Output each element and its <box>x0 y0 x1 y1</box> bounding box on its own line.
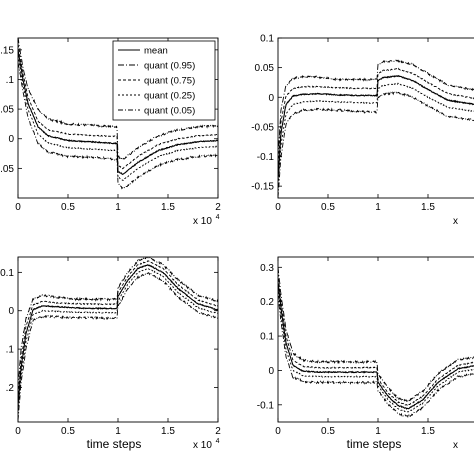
panel-bottom-left: 0 0.5 1 1.5 2 .2 .1 0 0.1 x 10 4 time steps <box>0 256 221 451</box>
y-tick-label: 0.1 <box>260 332 274 343</box>
y-tick-label: 0 <box>268 366 274 377</box>
y-tick-label: .05 <box>0 105 14 116</box>
x-tick-label: 1 <box>375 202 381 213</box>
x-tick-label: 1 <box>115 202 121 213</box>
x-multiplier-label: x <box>453 440 458 451</box>
x-multiplier-label: x 10 <box>193 216 212 227</box>
series-line-quant-0-95- <box>278 58 474 158</box>
x-tick-label: 0 <box>275 426 281 437</box>
x-tick-label: 1.5 <box>421 426 435 437</box>
panel-bottom-right: 0 0.5 1 1.5 -0.1 0 0.1 0.2 0.3 x time steps <box>257 256 474 451</box>
legend-entry: quant (0.95) <box>144 61 195 72</box>
series-line-mean <box>278 281 474 410</box>
series-group <box>18 38 218 190</box>
series-line-quant-0-75- <box>278 273 474 407</box>
x-tick-label: 2 <box>215 426 221 437</box>
y-tick-label: -0.1 <box>257 152 275 163</box>
legend-entry: mean <box>144 46 168 57</box>
series-line-quant-0-25- <box>18 268 218 415</box>
series-group <box>278 58 474 198</box>
legend-entry: quant (0.75) <box>144 76 195 87</box>
series-line-quant-0-95- <box>18 257 218 388</box>
y-tick-label: 0.1 <box>260 34 274 45</box>
x-tick-label: 2 <box>215 202 221 213</box>
x-tick-label: 1 <box>115 426 121 437</box>
series-line-quant-0-75- <box>18 260 218 399</box>
panel-top-right: 0 0.5 1 1.5 -0.15 -0.1 -0.05 0 0.05 0.1 x <box>251 34 474 227</box>
x-tick-label: 0 <box>275 202 281 213</box>
series-group <box>18 257 218 421</box>
y-tick-label: 0 <box>8 134 14 145</box>
axes-frame <box>277 37 474 199</box>
y-tick-label: .1 <box>6 75 15 86</box>
series-line-mean <box>278 75 474 181</box>
x-multiplier-label: x <box>453 216 458 227</box>
y-tick-label: .1 <box>6 345 15 356</box>
panel-top-left: 0 0.5 1 1.5 2 .05 0 .05 .1 .15 x 10 4 mean quant (0.9… <box>0 37 221 227</box>
y-tick-label: 0.2 <box>260 297 274 308</box>
y-tick-label: -0.1 <box>257 400 275 411</box>
y-tick-label: -0.15 <box>251 182 274 193</box>
y-tick-label: -0.05 <box>251 122 274 133</box>
y-tick-label: 0.1 <box>0 268 14 279</box>
x-multiplier-label: x 10 <box>193 440 212 451</box>
y-tick-label: 0.05 <box>255 63 275 74</box>
y-tick-label: 0 <box>8 306 14 317</box>
x-tick-label: 0 <box>15 202 21 213</box>
x-tick-label: 1 <box>375 426 381 437</box>
series-line-quant-0-25- <box>18 55 218 181</box>
series-line-mean <box>18 264 218 407</box>
y-tick-label: .2 <box>6 383 15 394</box>
x-tick-label: 0.5 <box>61 426 75 437</box>
x-tick-label: 1.5 <box>421 202 435 213</box>
x-tick-label: 1.5 <box>161 202 175 213</box>
legend-box <box>112 40 216 121</box>
x-tick-label: 0.5 <box>321 202 335 213</box>
legend: mean quant (0.95) quant (0.75) quant (0.25)… <box>112 40 216 121</box>
series-line-quant-0-05- <box>18 272 218 421</box>
series-group <box>278 267 474 419</box>
series-line-quant-0-05- <box>278 294 474 419</box>
axes-frame <box>277 256 474 423</box>
y-tick-label: .15 <box>0 45 14 56</box>
x-axis-label: time steps <box>87 437 142 451</box>
x-tick-label: 0 <box>15 426 21 437</box>
y-tick-label: 0 <box>268 93 274 104</box>
x-tick-label: 1.5 <box>161 426 175 437</box>
y-tick-label: .05 <box>0 164 14 175</box>
x-tick-label: 0.5 <box>321 426 335 437</box>
y-tick-label: 0.3 <box>260 263 274 274</box>
legend-entry: quant (0.05) <box>144 106 195 117</box>
axes-frame <box>17 256 219 423</box>
legend-entry: quant (0.25) <box>144 91 195 102</box>
series-line-quant-0-25- <box>278 287 474 413</box>
x-multiplier-exponent: 4 <box>216 214 220 221</box>
series-line-quant-0-95- <box>278 267 474 403</box>
x-axis-label: time steps <box>347 437 402 451</box>
series-line-quant-0-05- <box>278 91 474 198</box>
series-line-quant-0-05- <box>18 62 218 190</box>
x-tick-label: 0.5 <box>61 202 75 213</box>
x-multiplier-exponent: 4 <box>216 438 220 445</box>
